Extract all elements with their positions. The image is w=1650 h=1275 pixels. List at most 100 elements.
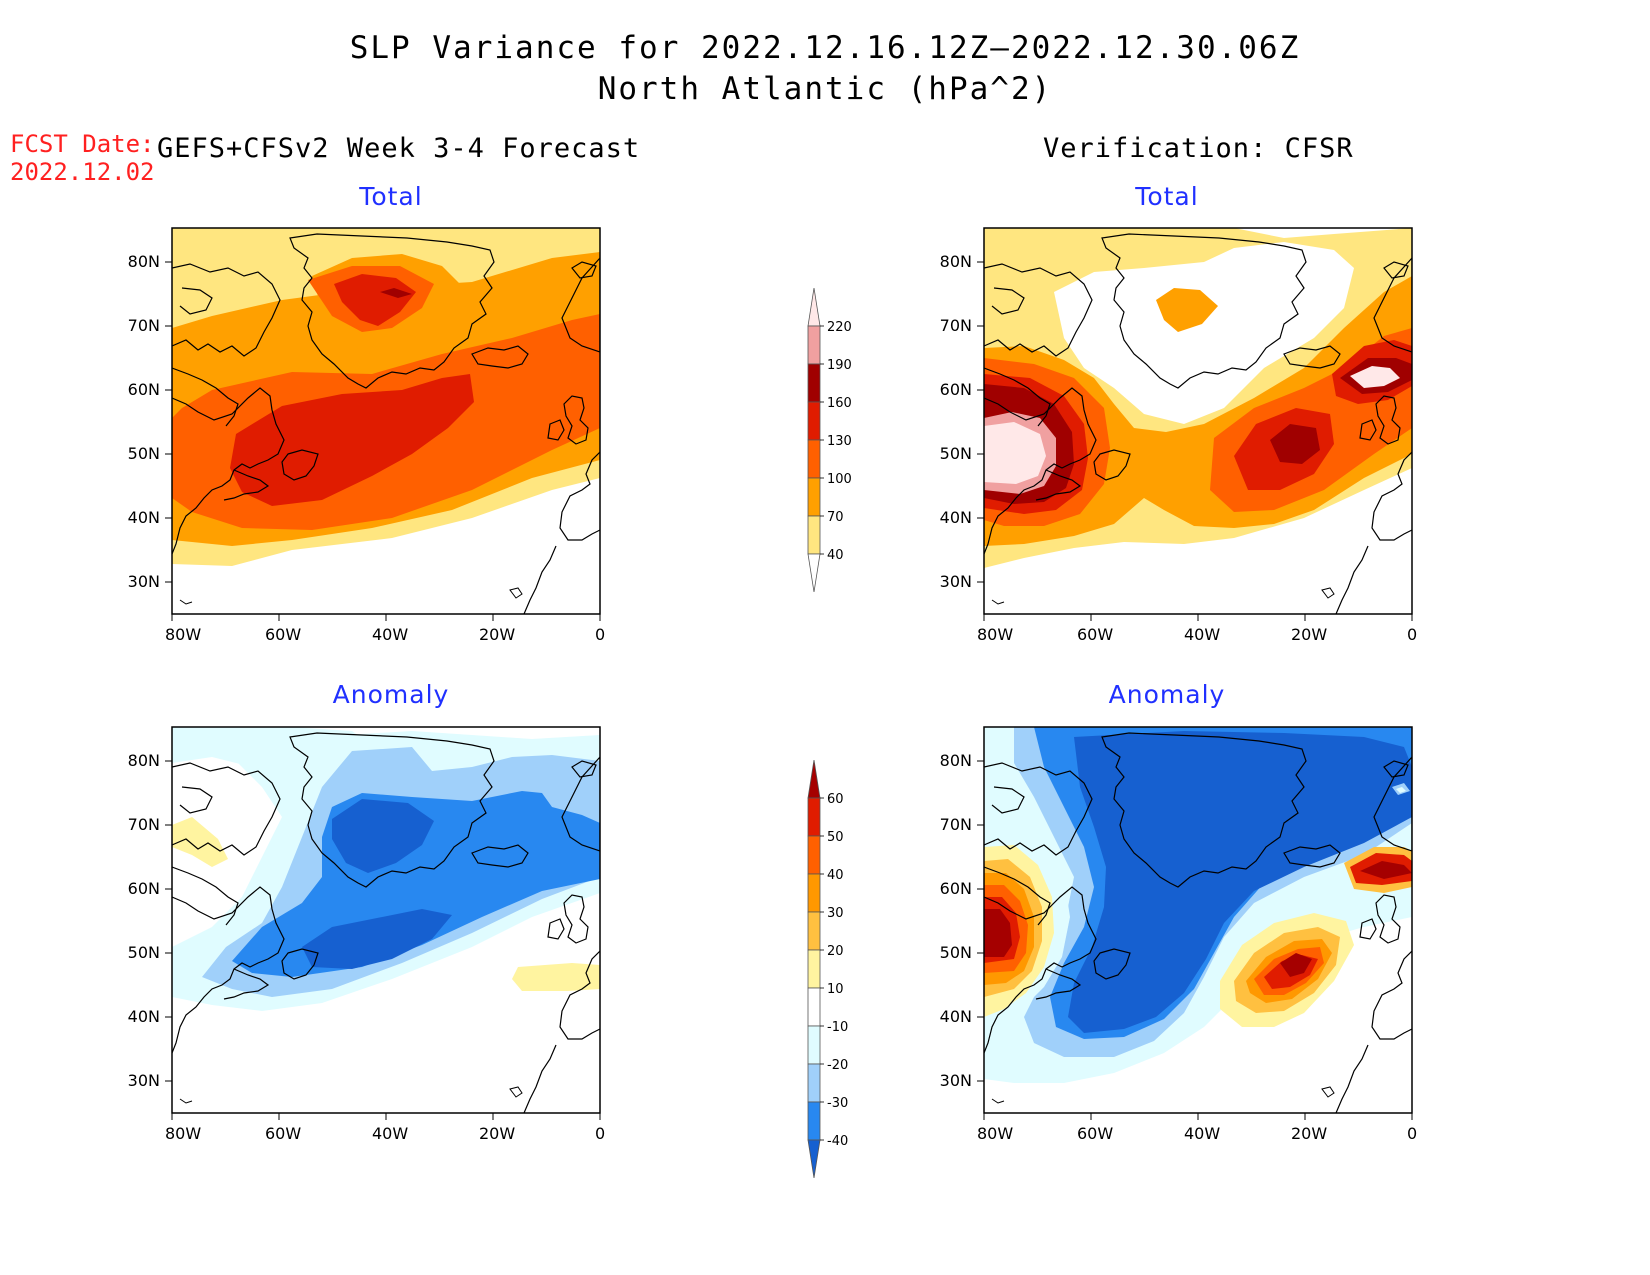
lat-label: 80N — [940, 751, 972, 770]
colorbar-label: -10 — [827, 1020, 848, 1035]
colorbar-label: 30 — [827, 906, 844, 921]
colorbar-lower-triangle — [807, 553, 821, 593]
colorbar-swatch — [807, 797, 821, 837]
forecast-total-contours — [172, 228, 600, 614]
colorbar-label: -40 — [827, 1134, 848, 1149]
colorbar-label: 70 — [827, 510, 844, 525]
lon-label: 20W — [479, 1124, 515, 1143]
lat-label: 60N — [940, 879, 972, 898]
forecast-total-lon-labels: 80W 60W 40W 20W 0 — [165, 625, 605, 644]
forecast-anomaly-contours — [172, 727, 600, 1113]
lon-label: 0 — [1407, 1124, 1417, 1143]
colorbar-swatch — [807, 911, 821, 951]
lat-label: 30N — [940, 1071, 972, 1090]
lon-label: 0 — [595, 1124, 605, 1143]
fcst-date-label: FCST Date: — [10, 130, 155, 158]
verification-anomaly-title: Anomaly — [1108, 680, 1226, 709]
colorbar-swatch — [807, 439, 821, 479]
forecast-column-title: GEFS+CFSv2 Week 3-4 Forecast — [157, 133, 641, 164]
lat-label: 30N — [128, 572, 160, 591]
lon-label: 0 — [595, 625, 605, 644]
colorbar-label: 10 — [827, 982, 844, 997]
lon-label: 40W — [372, 625, 408, 644]
colorbar-label: 220 — [827, 320, 852, 335]
verification-anomaly-lon-labels: 80W 60W 40W 20W 0 — [977, 1124, 1417, 1143]
lon-label: 60W — [265, 1124, 301, 1143]
lat-label: 80N — [128, 252, 160, 271]
lon-label: 80W — [165, 625, 201, 644]
lon-label: 0 — [1407, 625, 1417, 644]
verification-anomaly-map: 80W 60W 40W 20W 0 30N 40N 50N 60N 70N 80… — [940, 726, 1417, 1143]
lat-label: 50N — [128, 444, 160, 463]
colorbar-label: 130 — [827, 434, 852, 449]
fcst-date-value: 2022.12.02 — [10, 158, 155, 186]
lat-label: 40N — [940, 1007, 972, 1026]
forecast-anomaly-lat-labels: 30N 40N 50N 60N 70N 80N — [128, 751, 160, 1090]
lon-label: 20W — [479, 625, 515, 644]
colorbar-swatch — [807, 1101, 821, 1141]
lon-label: 80W — [977, 1124, 1013, 1143]
forecast-anomaly-map: 80W 60W 40W 20W 0 30N 40N 50N 60N 70N 80… — [128, 726, 605, 1143]
lat-label: 70N — [128, 316, 160, 335]
verification-total-lat-labels: 30N 40N 50N 60N 70N 80N — [940, 252, 972, 591]
colorbar-label: 190 — [827, 358, 852, 373]
chart-title-line2: North Atlantic (hPa^2) — [597, 71, 1053, 107]
verification-anomaly-lat-labels: 30N 40N 50N 60N 70N 80N — [940, 751, 972, 1090]
lat-label: 60N — [940, 380, 972, 399]
lon-label: 80W — [165, 1124, 201, 1143]
lat-label: 70N — [128, 815, 160, 834]
colorbar-label: 20 — [827, 944, 844, 959]
lat-label: 80N — [128, 751, 160, 770]
lon-label: 40W — [372, 1124, 408, 1143]
colorbar-swatch — [807, 987, 821, 1027]
lat-label: 50N — [940, 943, 972, 962]
lat-label: 50N — [940, 444, 972, 463]
lat-label: 40N — [128, 1007, 160, 1026]
lat-label: 60N — [128, 879, 160, 898]
colorbar-label: 100 — [827, 472, 852, 487]
verification-anomaly-contours — [984, 727, 1412, 1113]
colorbar-label: 40 — [827, 548, 844, 563]
anomaly-colorbar: -40 -30 -20 -10 10 20 30 40 50 60 — [807, 759, 848, 1179]
colorbar-swatch — [807, 873, 821, 913]
forecast-total-lat-labels: 30N 40N 50N 60N 70N 80N — [128, 252, 160, 591]
colorbar-label: 50 — [827, 830, 844, 845]
colorbar-swatch — [807, 1063, 821, 1103]
verification-total-contours — [984, 228, 1412, 614]
verification-column-title: Verification: CFSR — [1043, 133, 1354, 164]
lat-label: 30N — [128, 1071, 160, 1090]
colorbar-swatch — [807, 1025, 821, 1065]
lon-label: 60W — [1077, 625, 1113, 644]
lat-label: 40N — [128, 508, 160, 527]
lon-label: 60W — [1077, 1124, 1113, 1143]
fcst-date-block: FCST Date: 2022.12.02 — [10, 130, 155, 186]
colorbar-swatch — [807, 835, 821, 875]
colorbar-label: 60 — [827, 792, 844, 807]
colorbar-lower-triangle — [807, 1139, 821, 1179]
lon-label: 40W — [1184, 625, 1220, 644]
colorbar-swatch — [807, 401, 821, 441]
forecast-total-map: 80W 60W 40W 20W 0 30N 40N 50N 60N 70N 80… — [128, 227, 605, 644]
colorbar-swatch — [807, 949, 821, 989]
lat-label: 30N — [940, 572, 972, 591]
colorbar-swatch — [807, 325, 821, 365]
lon-label: 20W — [1291, 625, 1327, 644]
colorbar-upper-triangle — [807, 287, 821, 327]
lat-label: 40N — [940, 508, 972, 527]
verification-total-title: Total — [1135, 182, 1199, 211]
verification-total-lon-labels: 80W 60W 40W 20W 0 — [977, 625, 1417, 644]
lon-label: 80W — [977, 625, 1013, 644]
colorbar-swatch — [807, 363, 821, 403]
colorbar-swatch — [807, 477, 821, 517]
chart-title-line1: SLP Variance for 2022.12.16.12Z—2022.12.… — [349, 30, 1301, 66]
colorbar-upper-triangle — [807, 759, 821, 799]
colorbar-label: -30 — [827, 1096, 848, 1111]
lon-label: 40W — [1184, 1124, 1220, 1143]
lat-label: 70N — [940, 815, 972, 834]
forecast-anomaly-title: Anomaly — [332, 680, 450, 709]
lat-label: 70N — [940, 316, 972, 335]
forecast-total-title: Total — [359, 182, 423, 211]
colorbar-label: 40 — [827, 868, 844, 883]
lon-label: 60W — [265, 625, 301, 644]
colorbar-swatch — [807, 515, 821, 555]
